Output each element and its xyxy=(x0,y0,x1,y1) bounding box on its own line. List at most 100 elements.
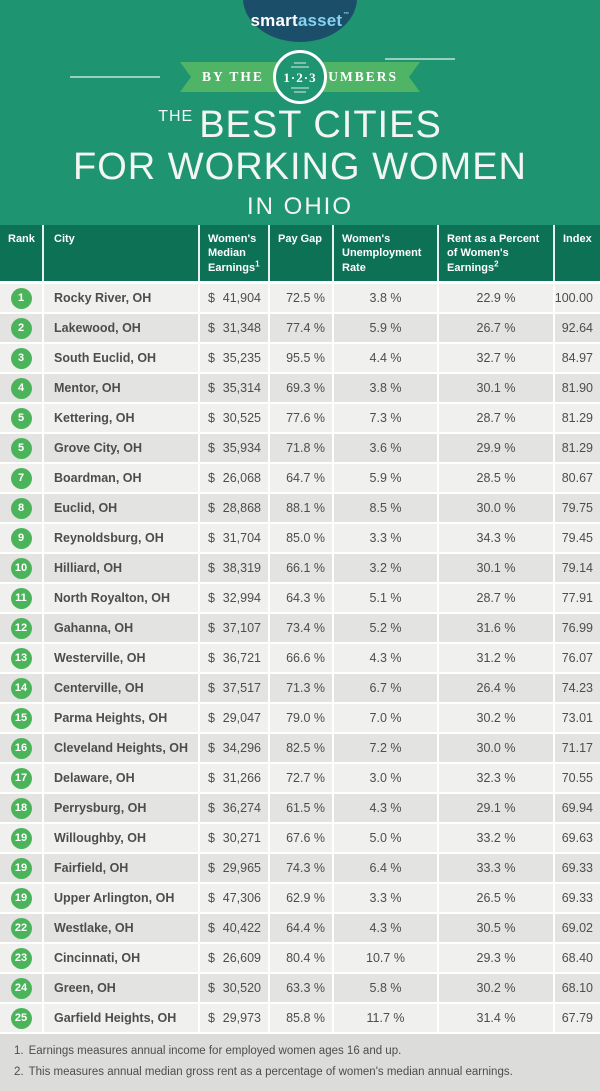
rank-badge: 5 xyxy=(10,437,32,459)
earnings-value: 35,235 xyxy=(222,351,261,365)
pay-gap-cell: 80.4 % xyxy=(268,944,332,972)
footnote-reference: 1 xyxy=(255,258,260,268)
earnings-cell: $37,517 xyxy=(198,674,268,702)
pay-gap-cell: 95.5 % xyxy=(268,344,332,372)
footnote-1-marker: 1. xyxy=(14,1045,24,1057)
rank-badge: 3 xyxy=(10,347,32,369)
pay-gap-cell: 64.3 % xyxy=(268,584,332,612)
rent-percent-cell: 34.3 % xyxy=(437,524,553,552)
rank-badge: 25 xyxy=(10,1007,32,1029)
city-cell: Perrysburg, OH xyxy=(42,794,198,822)
city-cell: Westlake, OH xyxy=(42,914,198,942)
column-header-0: Rank xyxy=(0,225,42,281)
currency-symbol: $ xyxy=(208,291,215,305)
earnings-cell: $36,274 xyxy=(198,794,268,822)
unemployment-cell: 5.0 % xyxy=(332,824,437,852)
pay-gap-cell: 77.6 % xyxy=(268,404,332,432)
table-row: 16 Cleveland Heights, OH $34,296 82.5 % 7.2 … xyxy=(0,734,600,762)
unemployment-cell: 3.3 % xyxy=(332,524,437,552)
earnings-cell: $32,994 xyxy=(198,584,268,612)
city-cell: Lakewood, OH xyxy=(42,314,198,342)
unemployment-cell: 5.8 % xyxy=(332,974,437,1002)
smartasset-logo-text: smartasset™ xyxy=(251,12,350,29)
rent-percent-cell: 26.4 % xyxy=(437,674,553,702)
earnings-cell: $35,235 xyxy=(198,344,268,372)
footnote-2-marker: 2. xyxy=(14,1065,24,1078)
earnings-cell: $40,422 xyxy=(198,914,268,942)
banner-suffix-label: NUMBERS xyxy=(316,69,398,85)
pay-gap-cell: 67.6 % xyxy=(268,824,332,852)
currency-symbol: $ xyxy=(208,921,215,935)
column-header-1: City xyxy=(42,225,198,281)
rank-cell: 4 xyxy=(0,374,42,402)
decorative-line-left xyxy=(70,76,160,78)
rank-cell: 5 xyxy=(0,404,42,432)
unemployment-cell: 3.3 % xyxy=(332,884,437,912)
unemployment-cell: 6.7 % xyxy=(332,674,437,702)
banner-prefix-label: BY THE xyxy=(202,69,264,85)
rent-percent-cell: 30.1 % xyxy=(437,374,553,402)
rank-badge: 16 xyxy=(10,737,32,759)
unemployment-cell: 10.7 % xyxy=(332,944,437,972)
index-cell: 79.14 xyxy=(553,554,600,582)
earnings-cell: $37,107 xyxy=(198,614,268,642)
index-cell: 68.40 xyxy=(553,944,600,972)
rank-cell: 19 xyxy=(0,884,42,912)
column-header-label: Rent as a Percent of Women's Earnings xyxy=(447,233,540,274)
rank-badge: 14 xyxy=(10,677,32,699)
earnings-value: 29,973 xyxy=(222,1011,261,1025)
city-cell: Westerville, OH xyxy=(42,644,198,672)
title-line-3: IN OHIO xyxy=(246,193,353,220)
currency-symbol: $ xyxy=(208,981,215,995)
rent-percent-cell: 31.6 % xyxy=(437,614,553,642)
table-body: 1 Rocky River, OH $41,904 72.5 % 3.8 % 22.9 %… xyxy=(0,284,600,1032)
earnings-cell: $26,068 xyxy=(198,464,268,492)
rank-badge: 17 xyxy=(10,767,32,789)
currency-symbol: $ xyxy=(208,951,215,965)
currency-symbol: $ xyxy=(208,651,215,665)
earnings-cell: $31,348 xyxy=(198,314,268,342)
earnings-value: 35,314 xyxy=(222,381,261,395)
index-cell: 76.99 xyxy=(553,614,600,642)
column-header-6: Index xyxy=(553,225,600,281)
pay-gap-cell: 66.1 % xyxy=(268,554,332,582)
footnotes-section: 1. Earnings measures annual income for e… xyxy=(0,1034,600,1091)
decorative-line-right xyxy=(385,58,455,60)
index-cell: 81.29 xyxy=(553,434,600,462)
earnings-value: 26,609 xyxy=(222,951,261,965)
rank-cell: 12 xyxy=(0,614,42,642)
earnings-cell: $36,721 xyxy=(198,644,268,672)
city-cell: Fairfield, OH xyxy=(42,854,198,882)
city-cell: Upper Arlington, OH xyxy=(42,884,198,912)
table-row: 3 South Euclid, OH $35,235 95.5 % 4.4 % 32.7 … xyxy=(0,344,600,372)
earnings-cell: $29,047 xyxy=(198,704,268,732)
unemployment-cell: 8.5 % xyxy=(332,494,437,522)
city-cell: Garfield Heights, OH xyxy=(42,1004,198,1032)
earnings-value: 29,965 xyxy=(222,861,261,875)
rent-percent-cell: 30.2 % xyxy=(437,974,553,1002)
city-cell: Mentor, OH xyxy=(42,374,198,402)
currency-symbol: $ xyxy=(208,381,215,395)
earnings-cell: $26,609 xyxy=(198,944,268,972)
city-cell: Centerville, OH xyxy=(42,674,198,702)
header-section: smartasset™ BY THE NUMBERS 1·2·3 THE BEST… xyxy=(0,0,600,225)
pay-gap-cell: 79.0 % xyxy=(268,704,332,732)
rank-cell: 16 xyxy=(0,734,42,762)
badge-decorative-line xyxy=(294,61,306,64)
rent-percent-cell: 29.9 % xyxy=(437,434,553,462)
rent-percent-cell: 31.4 % xyxy=(437,1004,553,1032)
table-header-row: Rank City Women's Median Earnings1 Pay Gap W… xyxy=(0,225,600,281)
table-row: 14 Centerville, OH $37,517 71.3 % 6.7 % 26.4 … xyxy=(0,674,600,702)
currency-symbol: $ xyxy=(208,861,215,875)
earnings-value: 32,994 xyxy=(222,591,261,605)
city-cell: Delaware, OH xyxy=(42,764,198,792)
pay-gap-cell: 71.8 % xyxy=(268,434,332,462)
unemployment-cell: 3.2 % xyxy=(332,554,437,582)
title-line-2: FOR WORKING WOMEN xyxy=(73,146,527,188)
logo-part-smart: smart xyxy=(250,11,298,30)
currency-symbol: $ xyxy=(208,1011,215,1025)
currency-symbol: $ xyxy=(208,531,215,545)
city-cell: Cleveland Heights, OH xyxy=(42,734,198,762)
unemployment-cell: 5.1 % xyxy=(332,584,437,612)
rank-badge: 19 xyxy=(10,887,32,909)
